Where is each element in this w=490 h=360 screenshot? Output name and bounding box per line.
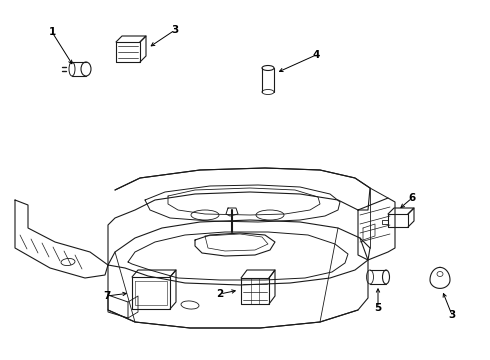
Text: 2: 2 bbox=[217, 289, 223, 299]
Text: 3: 3 bbox=[172, 25, 179, 35]
Text: 5: 5 bbox=[374, 303, 382, 313]
Text: 7: 7 bbox=[103, 291, 111, 301]
Text: 1: 1 bbox=[49, 27, 56, 37]
Text: 3: 3 bbox=[448, 310, 456, 320]
Text: 6: 6 bbox=[408, 193, 416, 203]
Text: 4: 4 bbox=[312, 50, 319, 60]
